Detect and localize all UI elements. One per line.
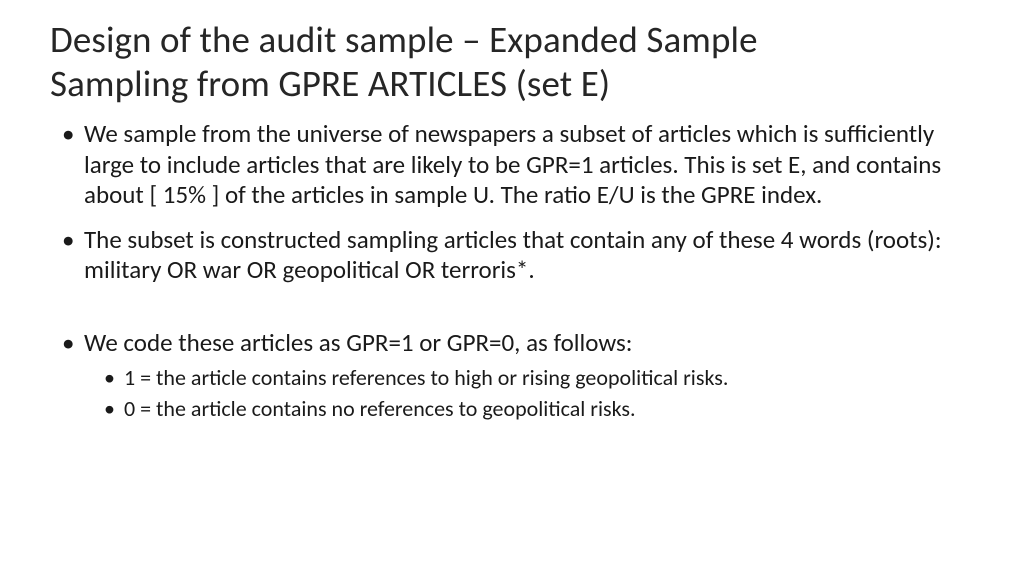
- title-line-2: Sampling from GPRE ARTICLES (set E): [50, 61, 610, 106]
- bullet-list: We sample from the universe of newspaper…: [50, 119, 974, 423]
- bullet-item: The subset is constructed sampling artic…: [84, 225, 974, 286]
- sub-bullet-list: 1 = the article contains references to h…: [84, 364, 974, 423]
- slide: Design of the audit sample – Expanded Sa…: [0, 0, 1024, 576]
- slide-title: Design of the audit sample – Expanded Sa…: [50, 18, 974, 105]
- sub-bullet-text: 1 = the article contains references to h…: [124, 364, 728, 391]
- bullet-item: We code these articles as GPR=1 or GPR=0…: [84, 328, 974, 424]
- title-line-1: Design of the audit sample – Expanded Sa…: [50, 17, 758, 62]
- bullet-text: We code these articles as GPR=1 or GPR=0…: [84, 327, 632, 358]
- sub-bullet-item: 0 = the article contains no references t…: [124, 395, 974, 423]
- bullet-text: We sample from the universe of newspaper…: [84, 118, 941, 210]
- sub-bullet-text: 0 = the article contains no references t…: [124, 395, 636, 422]
- bullet-item: We sample from the universe of newspaper…: [84, 119, 974, 211]
- sub-bullet-item: 1 = the article contains references to h…: [124, 364, 974, 392]
- bullet-text: The subset is constructed sampling artic…: [84, 224, 942, 286]
